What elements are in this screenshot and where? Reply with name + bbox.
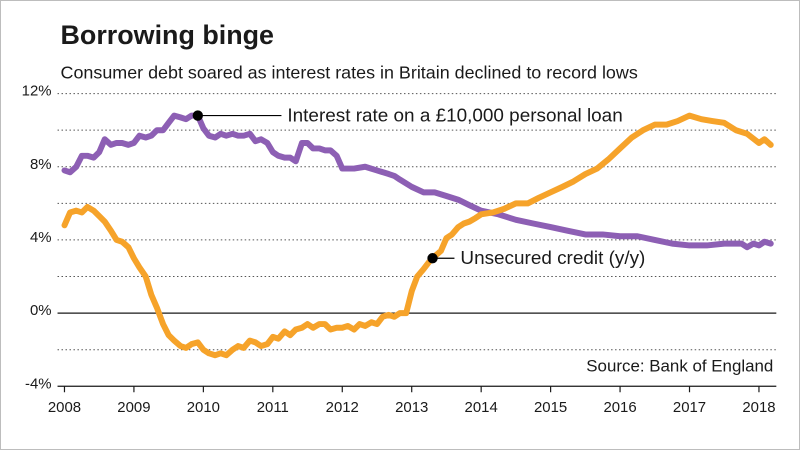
series-line-0 <box>61 112 774 251</box>
y-tick-label: -4% <box>25 375 52 392</box>
chart-title: Borrowing binge <box>61 20 275 50</box>
y-axis: -4% 0% 4% 8% 12% <box>22 83 52 393</box>
y-tick-label: 8% <box>30 156 52 173</box>
annotations: Interest rate on a £10,000 personal loan… <box>192 106 645 269</box>
annotation-dot <box>427 253 438 264</box>
y-tick-label: 12% <box>22 83 52 100</box>
x-tick-label: 2010 <box>187 399 220 416</box>
x-tick-label: 2014 <box>465 399 498 416</box>
source-note: Source: Bank of England <box>586 356 773 375</box>
annotation-dot <box>192 110 203 121</box>
series-line-1 <box>61 112 774 359</box>
x-tick-label: 2012 <box>326 399 359 416</box>
x-tick-label: 2008 <box>48 399 81 416</box>
x-tick-label: 2009 <box>117 399 150 416</box>
chart-title-group: Borrowing binge Consumer debt soared as … <box>61 20 638 83</box>
plot-area <box>61 112 774 359</box>
x-tick-label: 2015 <box>534 399 567 416</box>
x-tick-label: 2016 <box>603 399 636 416</box>
y-tick-label: 0% <box>30 302 52 319</box>
chart-subtitle: Consumer debt soared as interest rates i… <box>61 63 638 83</box>
x-tick-label: 2017 <box>673 399 706 416</box>
x-axis: 2008 2009 2010 2011 2012 2013 2014 2015 2016 2017… <box>48 385 777 416</box>
annotation-label: Unsecured credit (y/y) <box>460 248 645 269</box>
x-tick-label: 2011 <box>257 399 289 416</box>
x-tick-label: 2013 <box>395 399 428 416</box>
annotation-label: Interest rate on a £10,000 personal loan <box>287 106 622 127</box>
y-tick-label: 4% <box>30 229 52 246</box>
x-tick-label: 2018 <box>742 399 775 416</box>
